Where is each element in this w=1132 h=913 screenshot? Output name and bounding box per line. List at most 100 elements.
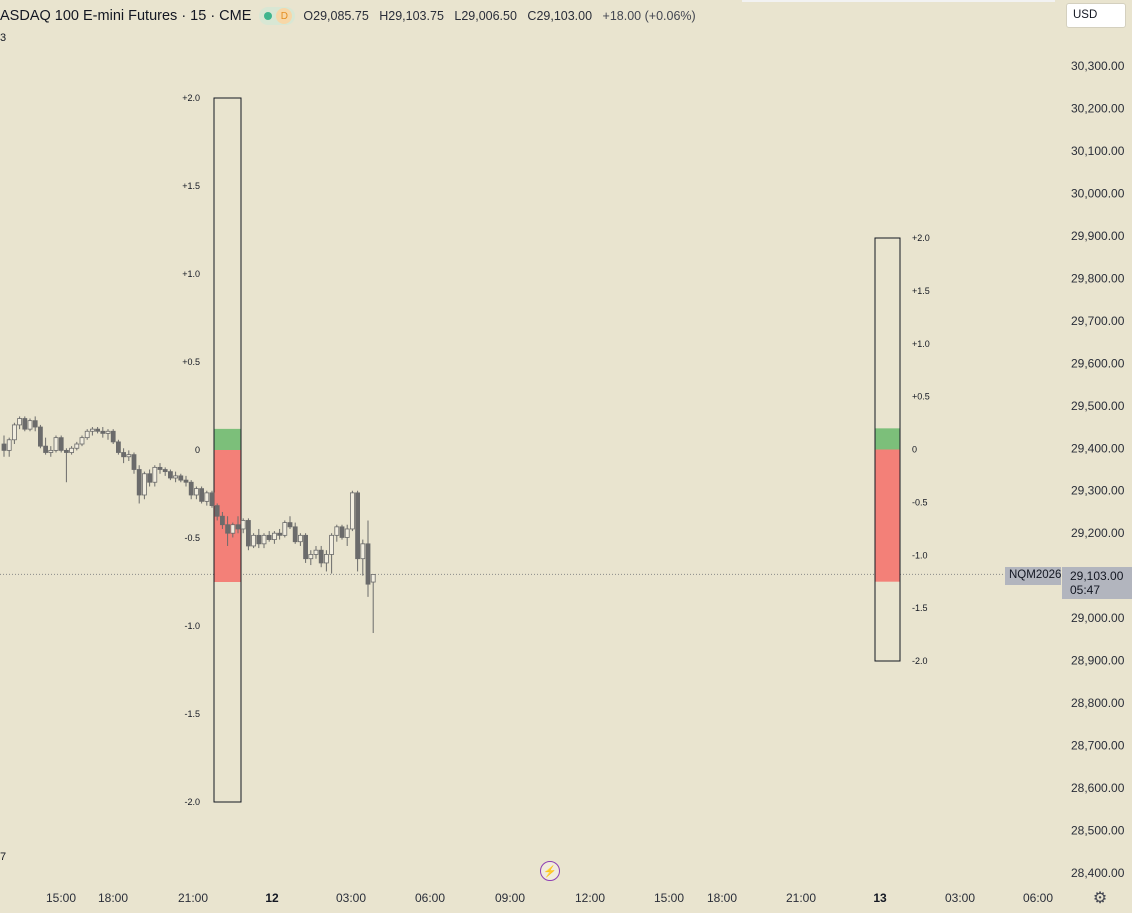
candle-down bbox=[131, 454, 137, 470]
candle-down bbox=[209, 492, 215, 507]
zscore-tick-label: 0 bbox=[912, 445, 917, 455]
candle-down bbox=[266, 534, 272, 540]
candle-down bbox=[219, 515, 225, 526]
candle-up bbox=[126, 454, 132, 458]
price-tick-label: 30,200.00 bbox=[1071, 101, 1125, 115]
candle-up bbox=[261, 534, 267, 545]
candle-down bbox=[188, 481, 194, 496]
candle-down bbox=[1, 443, 7, 451]
candle-down bbox=[22, 418, 28, 430]
candle-up bbox=[297, 534, 303, 543]
zscore-box bbox=[213, 97, 242, 803]
price-tick-label: 30,000.00 bbox=[1071, 186, 1125, 200]
candle-down bbox=[235, 524, 241, 530]
price-tick-label: 28,500.00 bbox=[1071, 824, 1125, 838]
delayed-badge: D bbox=[276, 8, 293, 24]
zscore-tick-label: +0.5 bbox=[182, 357, 200, 367]
left-edge-mark-bottom: 7 bbox=[0, 851, 7, 863]
candle-down bbox=[58, 437, 64, 451]
candle-up bbox=[48, 449, 54, 453]
zscore-tick-label: +1.5 bbox=[912, 286, 930, 296]
candle-up bbox=[204, 492, 210, 502]
zscore-tick-label: -1.5 bbox=[184, 709, 200, 719]
lightning-icon[interactable]: ⚡ bbox=[540, 861, 560, 881]
price-tick-label: 29,700.00 bbox=[1071, 314, 1125, 328]
status-badges[interactable]: D bbox=[259, 7, 296, 25]
candle-up bbox=[74, 443, 80, 449]
left-edge-mark-top: 3 bbox=[0, 32, 7, 44]
zscore-tick-label: +2.0 bbox=[912, 233, 930, 243]
candle-down bbox=[178, 475, 184, 481]
candle-up bbox=[282, 522, 288, 536]
time-tick-label: 03:00 bbox=[336, 891, 366, 905]
high-label: H bbox=[379, 9, 389, 23]
time-tick-label: 15:00 bbox=[654, 891, 684, 905]
chart-legend: ASDAQ 100 E-mini Futures · 15 · CME D O2… bbox=[0, 6, 703, 26]
candle-layer bbox=[1, 416, 376, 634]
candle-down bbox=[199, 488, 205, 502]
time-axis[interactable]: 15:00 18:00 21:00 12 03:00 06:00 09:00 12:00 15:… bbox=[46, 891, 1053, 905]
price-tick-label: 29,000.00 bbox=[1071, 611, 1125, 625]
candle-up bbox=[308, 554, 314, 560]
candle-up bbox=[360, 543, 366, 560]
candle-down bbox=[162, 469, 168, 473]
candle-up bbox=[349, 492, 355, 530]
zscore-box bbox=[874, 237, 901, 662]
candle-down bbox=[64, 449, 69, 453]
symbol-price-label: NQM2026 bbox=[1005, 567, 1061, 585]
time-tick-label: 15:00 bbox=[46, 891, 76, 905]
zscore-tick-label: -2.0 bbox=[184, 797, 200, 807]
price-tick-label: 29,900.00 bbox=[1071, 229, 1125, 243]
candle-down bbox=[365, 543, 371, 585]
candle-down bbox=[277, 532, 283, 536]
candle-up bbox=[79, 437, 85, 445]
symbol-title[interactable]: ASDAQ 100 E-mini Futures · 15 · CME bbox=[0, 8, 252, 24]
candle-up bbox=[141, 473, 147, 496]
zscore-tick-label: -1.0 bbox=[912, 550, 928, 560]
candle-up bbox=[105, 430, 111, 434]
candle-up bbox=[173, 475, 179, 479]
candle-up bbox=[11, 424, 17, 441]
candle-up bbox=[323, 554, 329, 564]
zscore-tick-label: +1.5 bbox=[182, 181, 200, 191]
price-tick-label: 28,600.00 bbox=[1071, 781, 1125, 795]
candle-up bbox=[84, 430, 90, 439]
time-tick-label: 06:00 bbox=[415, 891, 445, 905]
time-tick-label: 12:00 bbox=[575, 891, 605, 905]
candle-down bbox=[43, 445, 48, 453]
zscore-tick-label: +1.0 bbox=[182, 269, 200, 279]
indicator-layer: +2.0 +1.5 +1.0 +0.5 0 -0.5 -1.0 -1.5 -2.0 +2.0 +1.… bbox=[182, 93, 930, 807]
candle-up bbox=[240, 520, 246, 530]
price-tick-label: 29,200.00 bbox=[1071, 526, 1125, 540]
gear-icon[interactable]: ⚙ bbox=[1092, 890, 1108, 907]
top-toolbar-strip bbox=[742, 0, 1055, 2]
candle-down bbox=[110, 430, 116, 443]
candle-up bbox=[370, 574, 376, 583]
time-tick-label: 21:00 bbox=[178, 891, 208, 905]
price-tick-label: 29,600.00 bbox=[1071, 356, 1125, 370]
high-value: 29,103.75 bbox=[388, 9, 444, 23]
candle-down bbox=[147, 473, 153, 483]
time-tick-label: 18:00 bbox=[707, 891, 737, 905]
market-open-dot-icon bbox=[264, 12, 273, 20]
price-tick-label: 28,400.00 bbox=[1071, 866, 1125, 880]
price-axis[interactable]: 30,300.00 30,200.00 30,100.00 30,000.00 29,9… bbox=[1071, 59, 1125, 880]
zscore-positive-fill bbox=[875, 428, 900, 450]
close-label: C bbox=[527, 9, 537, 23]
candle-down bbox=[95, 428, 100, 432]
candle-down bbox=[157, 466, 163, 470]
candle-down bbox=[214, 505, 220, 517]
price-tick-label: 28,800.00 bbox=[1071, 696, 1125, 710]
zscore-negative-fill bbox=[875, 449, 900, 582]
currency-selector[interactable]: USD bbox=[1066, 3, 1126, 28]
candle-down bbox=[292, 526, 298, 543]
price-tick-label: 28,700.00 bbox=[1071, 739, 1125, 753]
ohlc-values: O29,085.75 H29,103.75 L29,006.50 C29,103… bbox=[303, 9, 702, 23]
last-price-tag: 29,103.00 05:47 bbox=[1062, 567, 1132, 599]
candle-up bbox=[152, 466, 158, 483]
zscore-tick-label: -0.5 bbox=[912, 497, 928, 507]
candle-up bbox=[69, 447, 74, 453]
zscore-positive-fill bbox=[214, 428, 241, 450]
candle-down bbox=[287, 522, 293, 528]
